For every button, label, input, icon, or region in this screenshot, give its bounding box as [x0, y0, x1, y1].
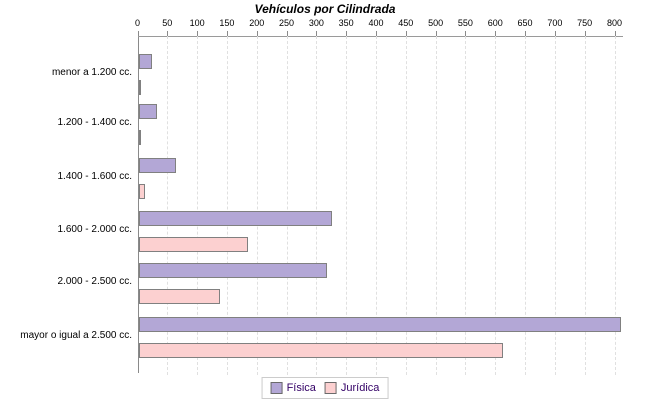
axis-tick-label: 500	[428, 18, 444, 28]
axis-tick-label: 700	[547, 18, 563, 28]
bar-juridica-1	[138, 130, 142, 145]
axis-tick	[405, 31, 407, 36]
axis-tick-label: 0	[134, 18, 140, 28]
gridline	[226, 36, 228, 375]
category-label: 1.400 - 1.600 cc.	[57, 171, 133, 182]
axis-tick	[316, 31, 318, 36]
legend-item-juridica: Jurídica	[324, 382, 380, 394]
axis-tick-label: 150	[219, 18, 235, 28]
bar-juridica-3	[138, 237, 248, 252]
category-label: 1.200 - 1.400 cc.	[57, 117, 133, 128]
axis-tick-label: 50	[162, 18, 173, 28]
axis-tick	[197, 31, 199, 36]
gridline	[316, 36, 318, 375]
bar-juridica-5	[138, 343, 504, 358]
bar-juridica-4	[138, 289, 221, 304]
chart-title: Vehículos por Cilindrada	[254, 2, 396, 16]
axis-tick	[286, 31, 288, 36]
legend: Física Jurídica	[261, 377, 389, 399]
gridline	[435, 36, 437, 375]
fisica-swatch-icon	[270, 382, 283, 394]
gridline	[376, 36, 377, 375]
gridline	[256, 36, 258, 375]
category-label: 1.600 - 2.000 cc.	[57, 224, 133, 235]
gridline	[614, 36, 616, 375]
bar-juridica-0	[138, 80, 142, 95]
axis-tick-label: 200	[249, 18, 265, 28]
gridline	[525, 36, 527, 375]
gridline	[346, 36, 348, 375]
legend-item-fisica: Física	[270, 382, 316, 394]
axis-tick	[614, 31, 616, 36]
axis-tick-label: 400	[368, 18, 384, 28]
axis-tick	[256, 31, 258, 36]
axis-tick-label: 450	[398, 18, 414, 28]
legend-label-fisica: Física	[286, 382, 316, 394]
category-label: menor a 1.200 cc.	[51, 67, 132, 78]
axis-tick	[465, 31, 467, 36]
axis-tick	[525, 31, 527, 36]
axis-tick-label: 100	[189, 18, 205, 28]
axis-tick	[167, 31, 169, 36]
y-axis-line	[137, 36, 139, 373]
axis-tick-label: 800	[606, 18, 623, 28]
bar-fisica-1	[138, 104, 158, 119]
bar-juridica-2	[138, 184, 146, 199]
juridica-swatch-icon	[324, 382, 337, 394]
axis-tick-label: 300	[308, 18, 324, 28]
gridline	[197, 36, 199, 375]
axis-tick-label: 650	[517, 18, 533, 28]
axis-tick	[495, 31, 497, 36]
gridline	[584, 36, 586, 375]
gridline	[495, 36, 497, 375]
axis-tick	[435, 31, 437, 36]
axis-tick-label: 250	[279, 18, 295, 28]
bar-fisica-3	[138, 211, 333, 226]
bar-fisica-0	[138, 54, 153, 69]
axis-tick	[376, 31, 377, 36]
axis-tick-label: 350	[338, 18, 354, 28]
bar-fisica-4	[138, 263, 327, 278]
axis-tick	[584, 31, 586, 36]
gridline	[465, 36, 467, 375]
bar-fisica-2	[138, 158, 177, 173]
axis-tick-label: 750	[577, 18, 593, 28]
gridline	[167, 36, 169, 375]
axis-tick	[346, 31, 348, 36]
legend-label-juridica: Jurídica	[340, 382, 380, 394]
axis-tick	[554, 31, 556, 36]
category-label: 2.000 - 2.500 cc.	[57, 276, 133, 287]
bar-fisica-5	[138, 317, 622, 332]
axis-tick	[137, 31, 139, 36]
axis-tick-label: 600	[487, 18, 503, 28]
gridline	[405, 36, 407, 375]
axis-tick	[226, 31, 228, 36]
x-axis-line	[137, 36, 623, 37]
axis-tick-label: 550	[457, 18, 473, 28]
category-label: mayor o igual a 2.500 cc.	[20, 330, 132, 341]
gridline	[554, 36, 556, 375]
gridline	[286, 36, 288, 375]
